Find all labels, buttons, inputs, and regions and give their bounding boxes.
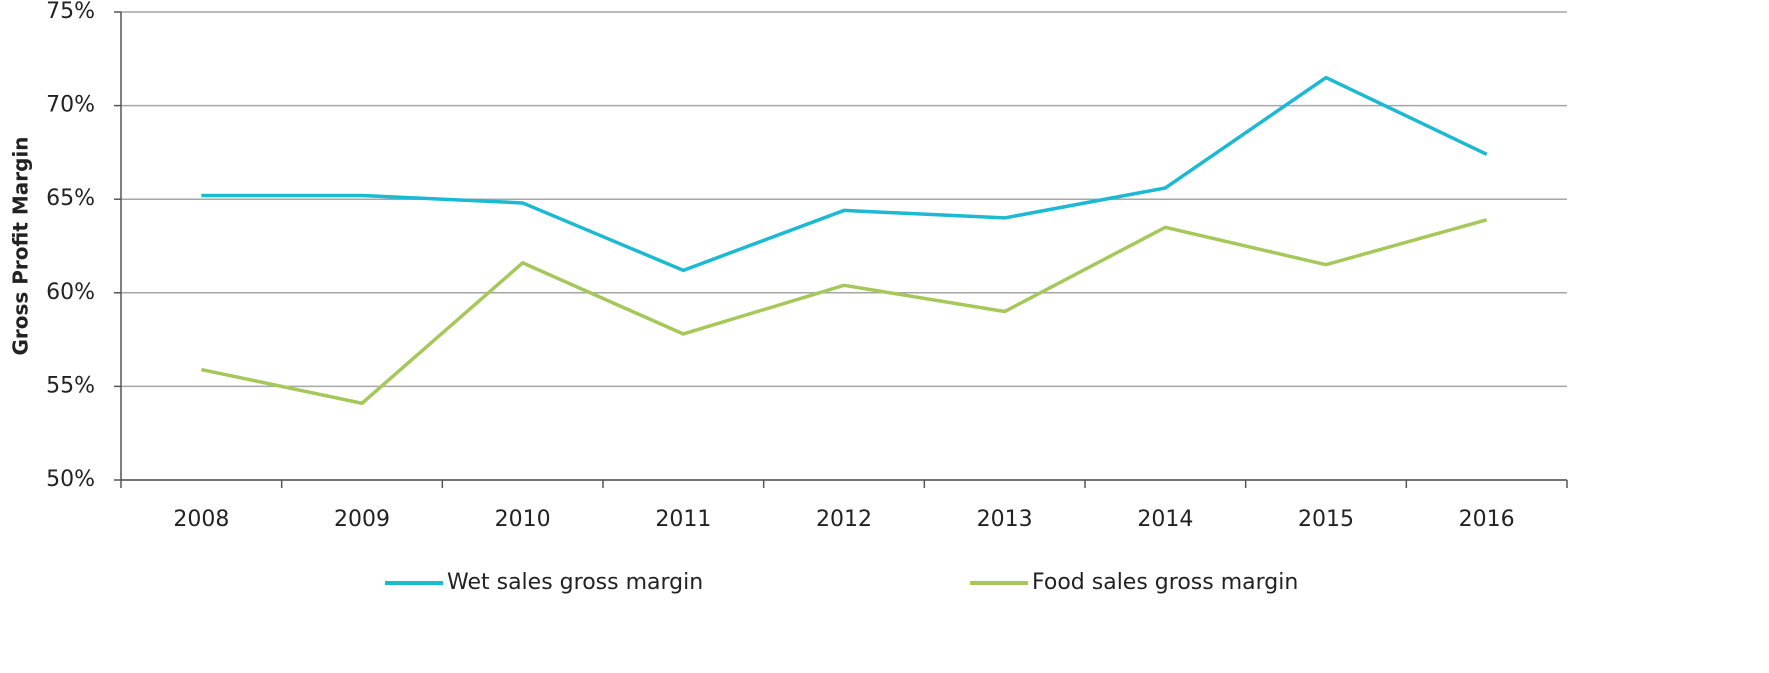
x-tick-label: 2015 [1298,507,1354,532]
series-line [201,75,1488,273]
x-tick-label: 2010 [495,507,551,532]
y-tick-label: 75% [46,0,95,24]
y-tick-label: 60% [46,280,95,305]
x-tick-label: 2016 [1459,507,1515,532]
y-tick-label: 70% [46,93,95,118]
x-tick-label: 2012 [816,507,872,532]
x-tick-label: 2008 [173,507,229,532]
x-tick-label: 2009 [334,507,390,532]
series-line [200,218,1488,405]
y-tick-label: 50% [46,467,95,492]
x-tick-label: 2014 [1137,507,1193,532]
x-tick-label: 2013 [977,507,1033,532]
y-tick-label: 55% [46,373,95,398]
legend-label: Food sales gross margin [1032,570,1298,595]
legend-label: Wet sales gross margin [447,570,703,595]
y-tick-label: 65% [46,186,95,211]
y-axis-title: Gross Profit Margin [9,136,33,355]
x-tick-label: 2011 [655,507,711,532]
